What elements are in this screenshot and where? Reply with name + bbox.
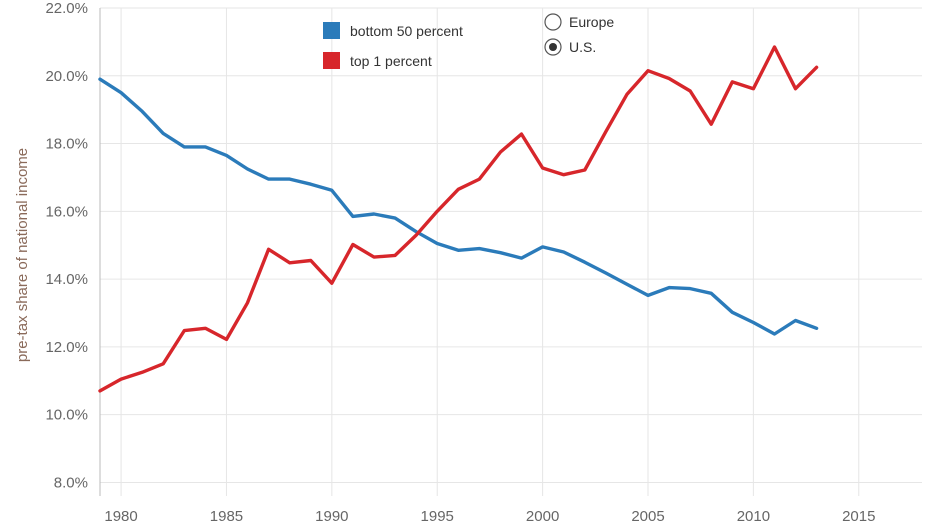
y-tick-label: 16.0%	[45, 203, 88, 220]
radio-europe[interactable]: Europe	[544, 13, 614, 31]
legend-swatch-top-1-percent	[323, 52, 340, 69]
y-tick-label: 18.0%	[45, 136, 88, 153]
y-tick-label: 20.0%	[45, 68, 88, 85]
series-line-top-1-percent[interactable]	[98, 45, 819, 393]
y-tick-label: 10.0%	[45, 407, 88, 424]
y-tick-label: 12.0%	[45, 339, 88, 356]
radio-europe-circle[interactable]	[544, 13, 562, 31]
x-tick-label: 1990	[315, 508, 348, 525]
x-tick-label: 1985	[210, 508, 243, 525]
legend-swatch-bottom-50-percent	[323, 22, 340, 39]
x-tick-label: 2005	[631, 508, 664, 525]
radio-us-selected-dot	[549, 43, 557, 51]
x-tick-label: 1980	[104, 508, 137, 525]
x-axis-ticks: 1980 1985 1990 1995 2000 2005 2010 2015	[104, 508, 875, 525]
y-axis-ticks: 8.0% 10.0% 12.0% 14.0% 16.0% 18.0% 20.0% 22.0%	[45, 0, 88, 491]
x-tick-label: 2015	[842, 508, 875, 525]
x-tick-label: 2010	[737, 508, 770, 525]
x-tick-label: 1995	[421, 508, 454, 525]
legend-label-bottom-50-percent: bottom 50 percent	[350, 23, 463, 39]
legend-item-bottom-50-percent[interactable]: bottom 50 percent	[323, 22, 463, 39]
y-tick-label: 22.0%	[45, 0, 88, 17]
legend-item-top-1-percent[interactable]: top 1 percent	[323, 52, 432, 69]
x-tick-label: 2000	[526, 508, 559, 525]
radio-us-label: U.S.	[569, 39, 596, 55]
legend[interactable]: bottom 50 percent top 1 percent	[323, 22, 463, 69]
radio-us[interactable]: U.S.	[544, 38, 596, 56]
legend-label-top-1-percent: top 1 percent	[350, 53, 432, 69]
gridlines	[100, 7, 922, 496]
series-line-bottom-50-percent[interactable]	[98, 77, 819, 336]
y-tick-label: 8.0%	[54, 474, 88, 491]
radio-europe-label: Europe	[569, 14, 614, 30]
y-axis-title: pre-tax share of national income	[14, 148, 31, 362]
region-selector[interactable]: Europe U.S.	[544, 13, 614, 56]
y-tick-label: 14.0%	[45, 271, 88, 288]
series-layer	[98, 45, 819, 393]
